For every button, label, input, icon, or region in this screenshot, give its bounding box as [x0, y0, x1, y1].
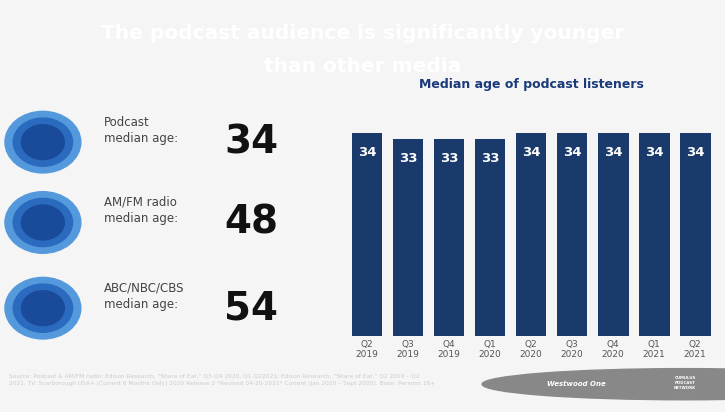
Text: 54: 54: [224, 289, 278, 327]
Text: ABC/NBC/CBS
median age:: ABC/NBC/CBS median age:: [104, 282, 184, 311]
Bar: [639, 133, 670, 336]
Bar: [434, 138, 465, 336]
Text: 34: 34: [604, 146, 622, 159]
Text: 48: 48: [224, 204, 278, 241]
Text: Westwood One: Westwood One: [547, 381, 606, 387]
Circle shape: [5, 277, 80, 339]
Circle shape: [13, 118, 72, 166]
Circle shape: [5, 192, 80, 253]
Bar: [680, 133, 710, 336]
Bar: [392, 138, 423, 336]
Text: 34: 34: [686, 146, 705, 159]
Bar: [557, 133, 587, 336]
Bar: [597, 133, 629, 336]
Circle shape: [5, 111, 80, 173]
Circle shape: [22, 125, 65, 159]
Text: 34: 34: [224, 123, 278, 161]
Text: CUMULUS
PODCAST
NETWORK: CUMULUS PODCAST NETWORK: [674, 377, 696, 390]
Circle shape: [13, 284, 72, 332]
Text: Podcast
median age:: Podcast median age:: [104, 116, 178, 145]
Circle shape: [22, 205, 65, 240]
Text: than other media: than other media: [264, 57, 461, 76]
Bar: [475, 138, 505, 336]
Text: 34: 34: [522, 146, 540, 159]
Circle shape: [482, 369, 725, 400]
Text: AM/FM radio
median age:: AM/FM radio median age:: [104, 196, 178, 225]
Text: The podcast audience is significantly younger: The podcast audience is significantly yo…: [101, 24, 624, 43]
Title: Median age of podcast listeners: Median age of podcast listeners: [418, 79, 644, 91]
Text: 33: 33: [399, 152, 417, 165]
Text: 34: 34: [563, 146, 581, 159]
Bar: [515, 133, 547, 336]
Text: Source: Podcast & AM/FM radio: Edison Research, “Share of Ear,” Q3-Q4 2020, Q1-Q: Source: Podcast & AM/FM radio: Edison Re…: [9, 374, 435, 386]
Text: 33: 33: [481, 152, 500, 165]
Text: 33: 33: [440, 152, 458, 165]
Bar: [352, 133, 382, 336]
Text: 34: 34: [357, 146, 376, 159]
Circle shape: [13, 199, 72, 246]
Circle shape: [22, 291, 65, 325]
Text: 34: 34: [645, 146, 663, 159]
